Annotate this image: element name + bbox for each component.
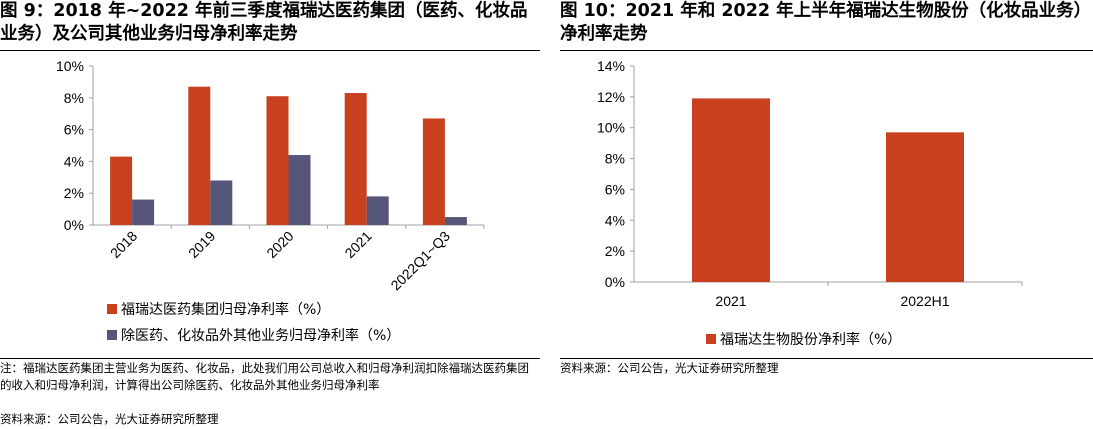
fig9-bar-1 bbox=[110, 156, 133, 225]
fig10-y-tick-label: 4% bbox=[605, 212, 625, 228]
fig10-y-tick-label: 8% bbox=[605, 151, 625, 167]
fig10-legend-swatch-1 bbox=[706, 334, 716, 344]
fig9-legend-swatch-1 bbox=[107, 304, 117, 314]
fig9-bar-1 bbox=[266, 96, 289, 226]
figure-10-chart: 0% 2% 4% 6% 8% 10% 12% 14% 2021 2022H1 福瑞达生物股份净利率（… bbox=[597, 58, 1023, 348]
fig9-y-tick-label: 4% bbox=[64, 153, 84, 169]
figure-9-bottom-rule bbox=[0, 358, 540, 359]
fig10-y-tick-label: 6% bbox=[605, 181, 625, 197]
figure-10-bottom-rule bbox=[560, 358, 1093, 359]
fig9-x-tick-label: 2022Q1~Q3 bbox=[387, 228, 453, 294]
figure-9-chart: 0% 2% 4% 6% 8% 10% 2018 2019 2020 2021 2022Q1~Q3 福瑞… bbox=[56, 58, 485, 344]
fig9-x-tick-label: 2021 bbox=[341, 228, 374, 261]
fig10-x-tick-label: 2021 bbox=[715, 293, 746, 309]
fig9-bar-2 bbox=[210, 180, 233, 225]
figure-10-panel: 图 10：2021 年和 2022 年上半年福瑞达生物股份（化妆品业务）净利率走… bbox=[560, 0, 1093, 429]
fig9-bar-2 bbox=[132, 199, 155, 225]
fig9-bar-2 bbox=[288, 155, 311, 225]
fig10-bar-1 bbox=[692, 98, 770, 283]
fig9-legend-label-1: 福瑞达医药集团归母净利率（%） bbox=[121, 301, 330, 318]
fig9-x-tick-label: 2020 bbox=[263, 228, 296, 261]
fig9-bar-2 bbox=[444, 217, 467, 225]
figure-10-source: 资料来源：公司公告，光大证券研究所整理 bbox=[560, 361, 779, 375]
fig9-y-tick-label: 6% bbox=[64, 122, 84, 138]
fig10-x-tick-label: 2022H1 bbox=[900, 293, 949, 309]
fig9-bar-1 bbox=[422, 118, 445, 225]
fig9-bar-1 bbox=[344, 93, 367, 225]
fig9-y-tick-label: 2% bbox=[64, 185, 84, 201]
fig10-y-tick-label: 10% bbox=[597, 120, 625, 136]
fig9-x-tick-label: 2018 bbox=[107, 228, 140, 261]
fig9-x-tick-label: 2019 bbox=[185, 228, 218, 261]
figure-9-title-rule bbox=[0, 50, 540, 51]
figure-9-panel: 图 9：2018 年~2022 年前三季度福瑞达医药集团（医药、化妆品业务）及公… bbox=[0, 0, 540, 429]
figure-10-title: 图 10：2021 年和 2022 年上半年福瑞达生物股份（化妆品业务）净利率走… bbox=[560, 1, 1083, 44]
fig9-y-tick-label: 8% bbox=[64, 90, 84, 106]
figure-10-title-rule bbox=[560, 50, 1093, 51]
figure-9-source: 资料来源：公司公告，光大证券研究所整理 bbox=[0, 412, 219, 426]
fig10-y-tick-label: 2% bbox=[605, 243, 625, 259]
fig9-bar-1 bbox=[188, 86, 211, 225]
fig9-legend-label-2: 除医药、化妆品外其他业务归母净利率（%） bbox=[121, 327, 400, 344]
figure-9-note: 注：福瑞达医药集团主营业务为医药、化妆品，此处我们用公司总收入和归母净利润扣除福… bbox=[0, 361, 529, 392]
fig9-legend-swatch-2 bbox=[107, 330, 117, 340]
figure-9-title: 图 9：2018 年~2022 年前三季度福瑞达医药集团（医药、化妆品业务）及公… bbox=[0, 1, 528, 44]
fig10-y-tick-label: 14% bbox=[597, 58, 625, 74]
fig10-bar-1 bbox=[886, 132, 964, 282]
fig9-bar-2 bbox=[366, 196, 389, 225]
fig10-y-tick-label: 12% bbox=[597, 89, 625, 105]
fig9-y-tick-label: 0% bbox=[64, 217, 84, 233]
fig10-legend-label-1: 福瑞达生物股份净利率（%） bbox=[720, 331, 901, 348]
fig9-y-tick-label: 10% bbox=[56, 58, 84, 74]
fig10-y-tick-label: 0% bbox=[605, 274, 625, 290]
